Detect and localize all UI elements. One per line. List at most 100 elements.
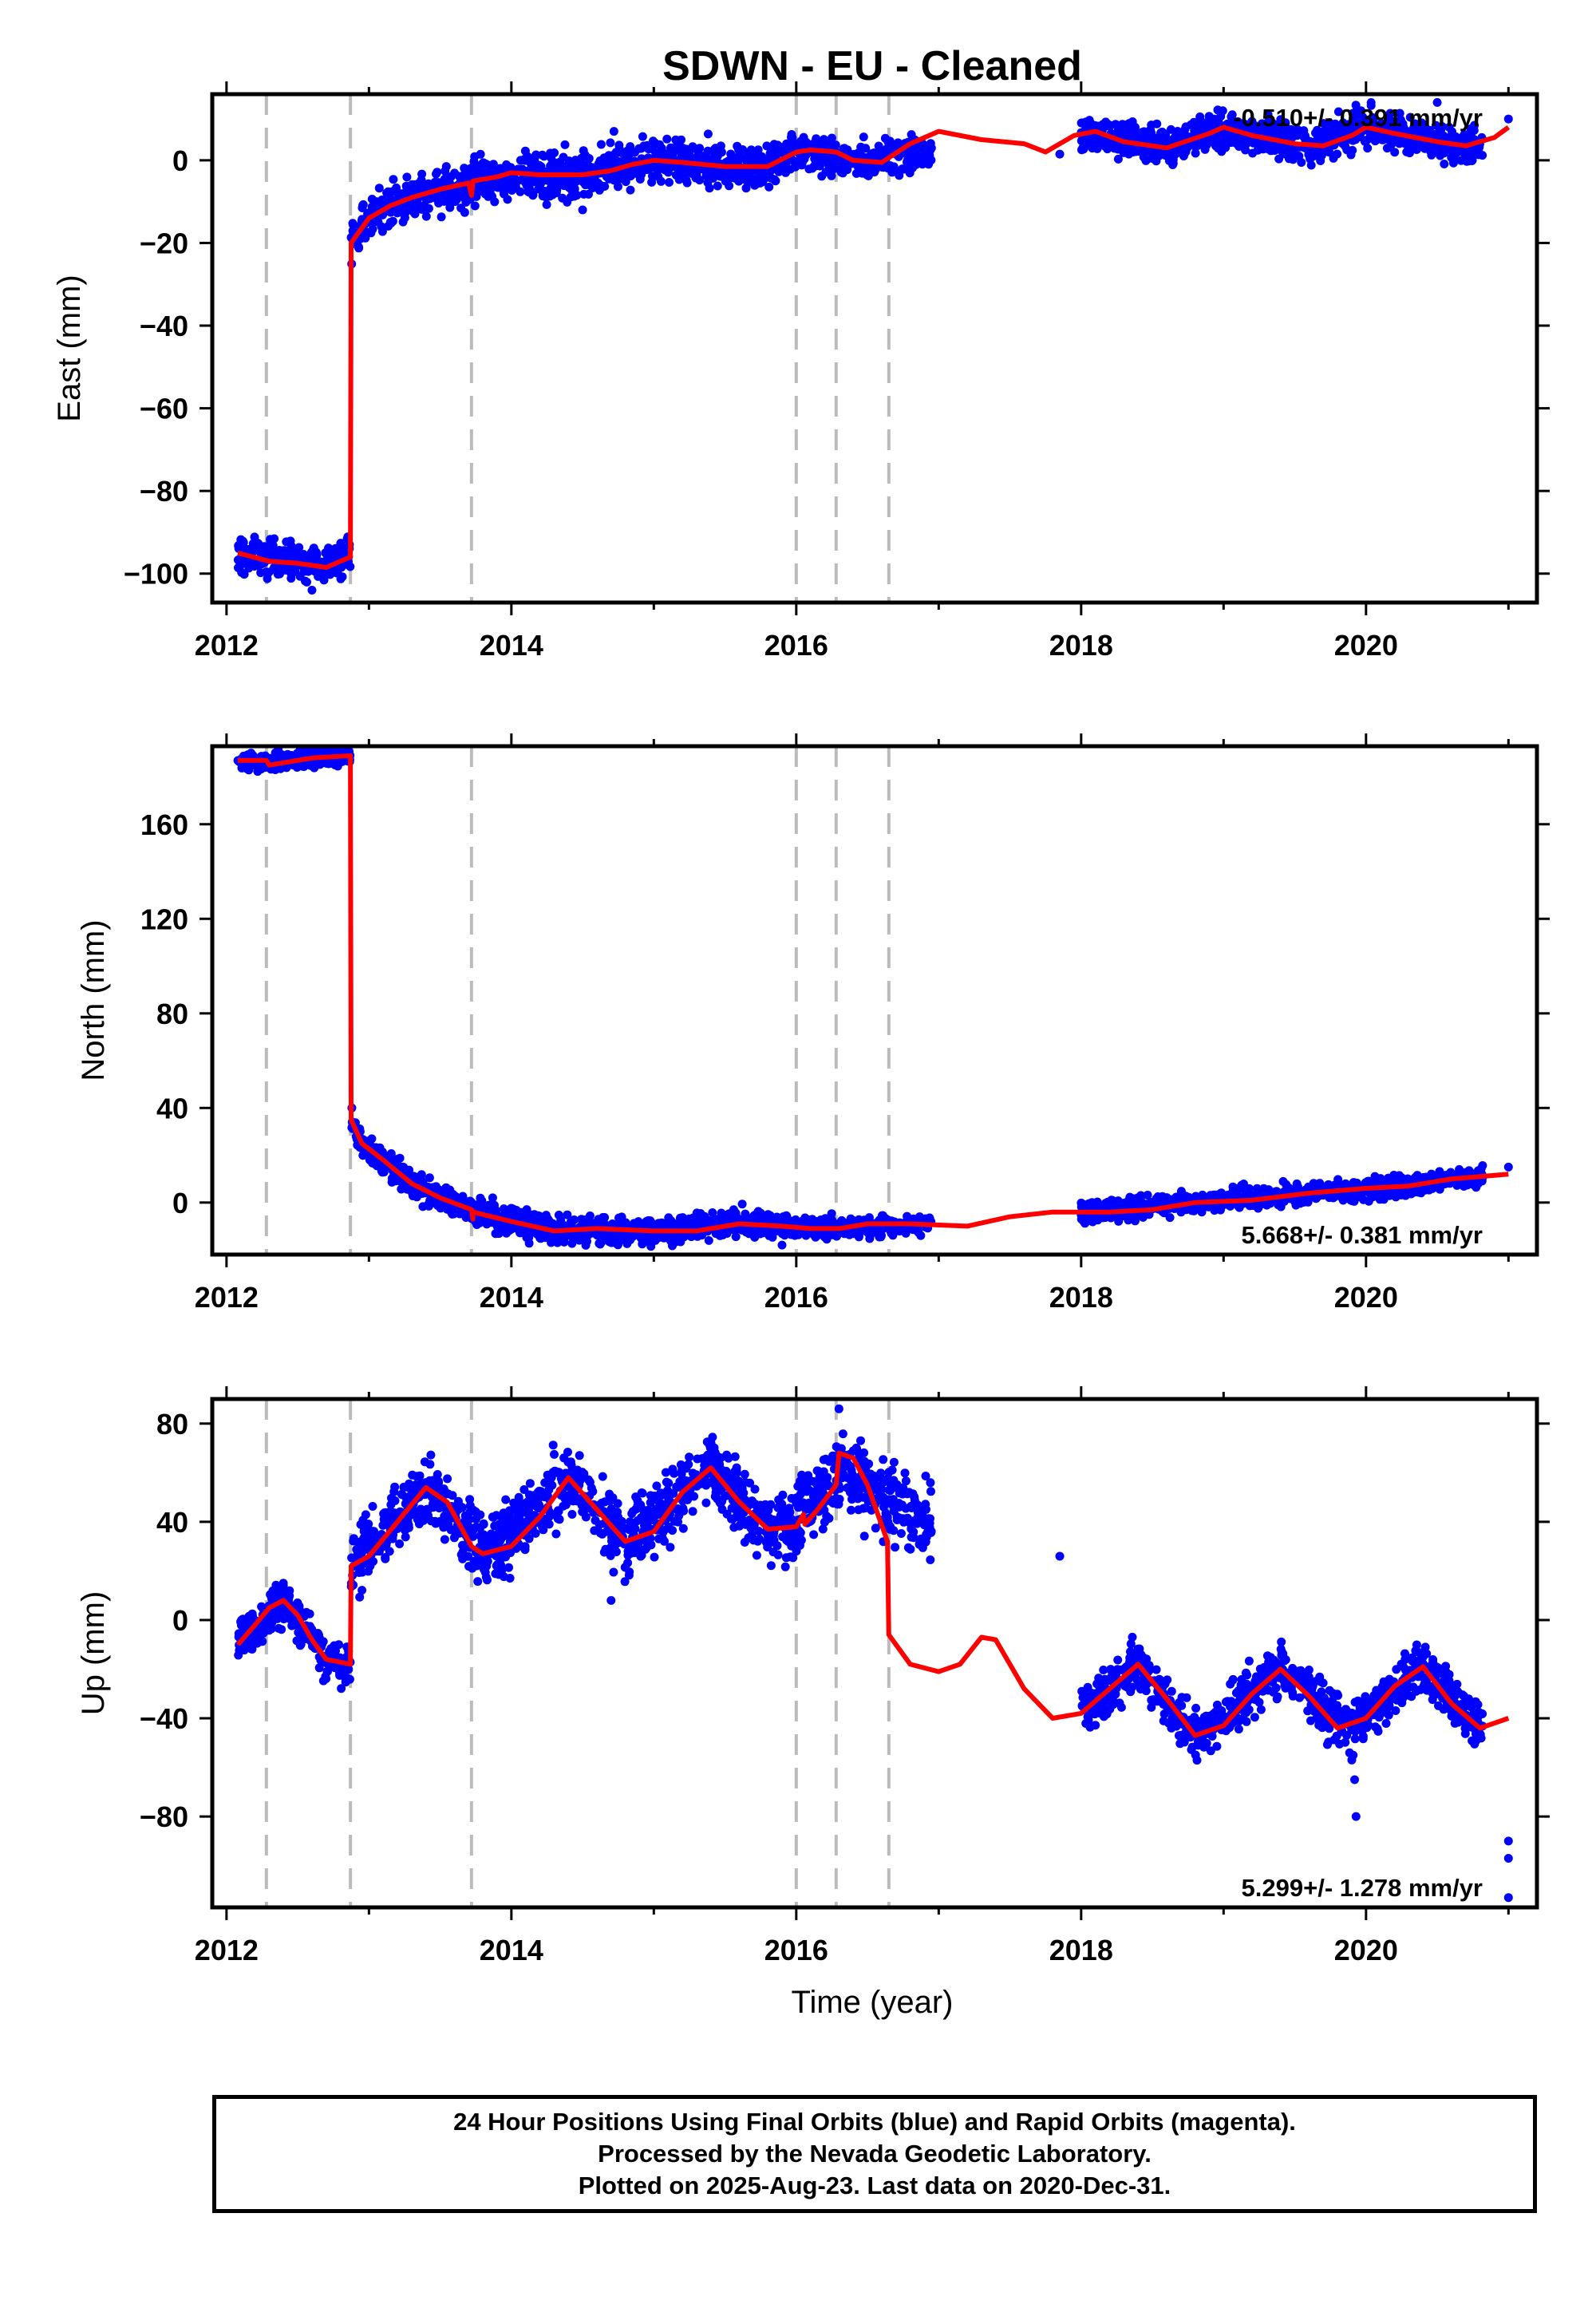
data-point [1448,158,1458,168]
data-point [579,146,588,156]
plot-area-east [233,94,1513,603]
data-point [535,179,545,188]
data-point [390,207,400,215]
data-point [701,151,710,160]
data-point [273,563,282,572]
data-point [349,220,358,230]
data-point [1133,129,1143,139]
data-point [721,176,730,186]
data-point [506,1207,516,1217]
data-point [1303,145,1313,155]
data-point [235,562,244,571]
data-point [655,140,664,149]
data-point [1325,148,1334,157]
data-point [473,161,483,171]
data-point [509,174,518,184]
data-point [275,551,285,561]
data-point [795,1218,804,1227]
data-point [1468,156,1477,165]
data-point [448,1206,456,1215]
data-point [737,1199,747,1209]
data-point [701,171,711,180]
data-point [537,186,547,196]
data-point [810,154,820,164]
data-point [1306,153,1315,163]
data-point [558,1231,567,1241]
data-point [1238,139,1248,148]
data-point [532,1230,542,1239]
data-point [662,134,672,144]
data-point [531,152,539,161]
data-point [564,156,574,166]
data-point [638,1234,646,1243]
data-point [1270,121,1280,130]
data-point [547,188,556,198]
data-point [286,574,296,583]
data-point [548,160,558,169]
data-point [488,192,497,201]
y-tick-label: −60 [140,393,188,425]
data-point [664,1213,674,1223]
data-point [1344,120,1353,129]
rate-annotation-east: -0.510+/- 0.391 mm/yr [1233,104,1483,132]
data-point [1128,148,1137,157]
data-point-outlier [609,127,618,136]
data-point [488,1193,497,1203]
data-point [1214,144,1223,153]
data-point [338,543,348,553]
data-point [666,143,675,152]
data-point [862,169,871,179]
data-point [556,1215,566,1225]
data-point [1124,124,1133,134]
data-point [402,172,412,182]
data-point [760,155,769,164]
data-point [1152,119,1162,128]
data-point [864,1213,874,1223]
data-point [741,1227,751,1237]
data-point [1282,129,1291,139]
data-point [385,218,395,227]
data-point [801,1231,811,1240]
y-axis-label-east: East (mm) [52,275,87,421]
data-point [1098,120,1108,129]
data-point [1475,143,1484,152]
data-point [1254,140,1264,150]
data-point [831,140,840,150]
data-point [717,148,726,157]
data-point [577,153,587,163]
data-point [499,1204,508,1214]
data-point [266,543,275,552]
data-point [381,197,391,207]
data-point [725,1209,734,1219]
data-point [648,144,658,154]
data-point [704,1235,713,1245]
y-tick-label: 0 [172,144,188,177]
data-point [1444,123,1454,132]
data-point [413,182,423,192]
data-point [744,153,753,163]
data-point [575,176,584,185]
data-point [811,1232,820,1242]
data-point [731,1208,741,1218]
data-point [1409,123,1419,132]
data-point [614,182,622,192]
data-point [919,140,929,150]
data-point [596,140,606,149]
data-point [624,152,634,161]
data-point [590,175,599,184]
data-point [1352,108,1361,117]
data-point [827,133,836,143]
data-point [679,164,689,173]
x-tick-label: 2012 [195,629,259,662]
data-point [665,178,674,187]
data-point [407,180,417,190]
data-point [409,207,418,216]
data-point [1348,145,1357,155]
data-point [577,164,587,174]
data-point [877,1231,886,1240]
data-point [753,145,763,155]
data-point [1385,116,1395,124]
data-point [1416,140,1425,150]
data-point [234,543,243,553]
data-point [1191,148,1200,158]
